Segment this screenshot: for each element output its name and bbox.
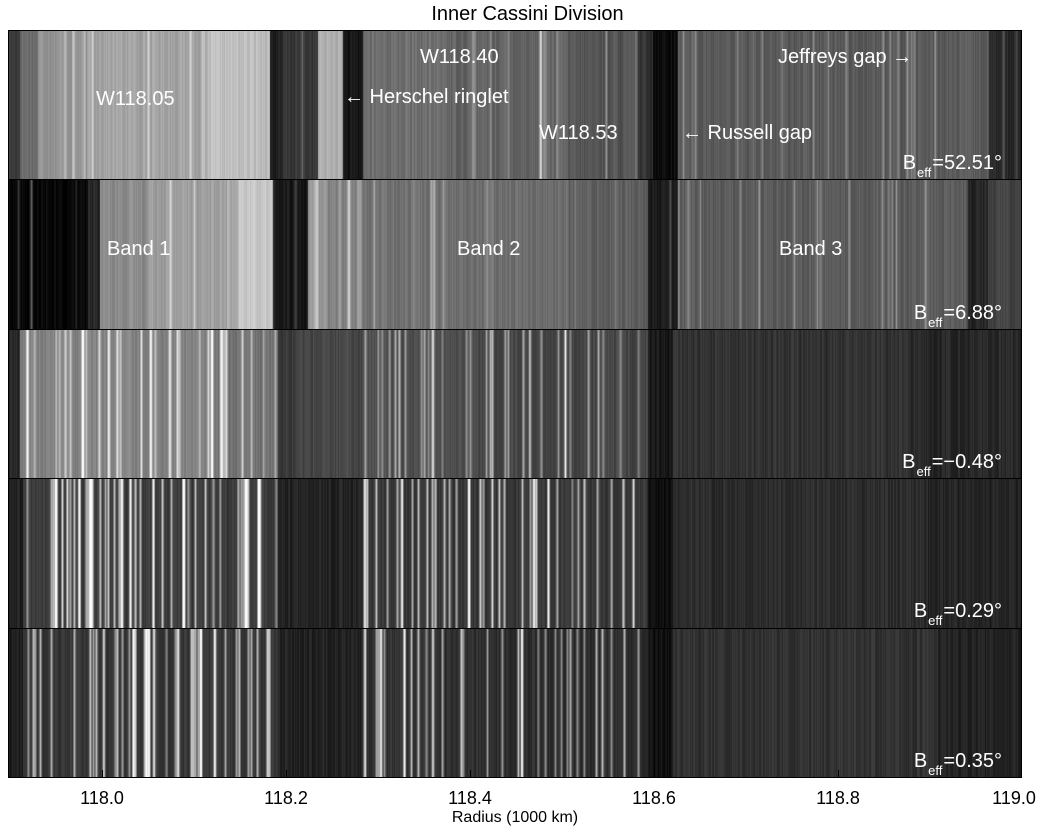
- x-tick-label: 118.6: [632, 788, 676, 808]
- beff-subscript: eff: [917, 165, 932, 180]
- x-tick: [470, 770, 471, 778]
- x-tick-label: 118.8: [816, 788, 860, 808]
- beff-value: =52.51°: [932, 152, 1002, 174]
- panel-separator: [8, 329, 1022, 330]
- x-tick: [102, 770, 103, 778]
- x-tick-label: 118.4: [448, 788, 492, 808]
- panel-separator: [8, 179, 1022, 180]
- label-jeffreys-gap: Jeffreys gap →: [778, 46, 913, 68]
- beff-subscript: eff: [928, 315, 943, 330]
- beff-subscript: eff: [916, 464, 931, 479]
- beff-subscript: eff: [928, 613, 943, 628]
- radial-profile-strip: [8, 478, 1022, 628]
- label-w118-53: W118.53: [539, 122, 618, 144]
- x-tick: [654, 770, 655, 778]
- panel-beff-0-35: Beff=0.35°: [8, 628, 1022, 778]
- beff-label: Beff=0.35°: [913, 750, 1002, 778]
- beff-symbol: B: [913, 302, 928, 324]
- label-russell-gap: ← Russell gap: [682, 122, 813, 144]
- panel-beff-neg0-48: Beff=−0.48°: [8, 329, 1022, 479]
- x-tick-label: 118.2: [264, 788, 308, 808]
- radial-profile-strip: [8, 628, 1022, 778]
- beff-label: Beff=6.88°: [913, 302, 1002, 330]
- beff-symbol: B: [913, 750, 928, 772]
- panel-beff-52: W118.05 W118.40 ← Herschel ringlet W118.…: [8, 30, 1022, 180]
- beff-value: =6.88°: [943, 302, 1002, 324]
- x-tick: [838, 770, 839, 778]
- beff-value: =−0.48°: [931, 451, 1002, 473]
- panel-separator: [8, 628, 1022, 629]
- x-tick: [286, 770, 287, 778]
- beff-subscript: eff: [928, 763, 943, 778]
- label-band-3: Band 3: [779, 238, 843, 260]
- beff-label: Beff=0.29°: [913, 600, 1002, 628]
- label-band-2: Band 2: [457, 238, 521, 260]
- radial-profile-strip: [8, 329, 1022, 479]
- panel-beff-0-29: Beff=0.29°: [8, 478, 1022, 628]
- radial-profile-strip: [8, 180, 1022, 330]
- panel-separator: [8, 478, 1022, 479]
- label-w118-05: W118.05: [96, 88, 175, 110]
- label-herschel-ringlet: ← Herschel ringlet: [344, 86, 509, 108]
- beff-symbol: B: [902, 152, 917, 174]
- figure-title: Inner Cassini Division: [431, 3, 624, 25]
- x-axis-label: Radius (1000 km): [451, 809, 579, 826]
- plot-area: W118.05 W118.40 ← Herschel ringlet W118.…: [8, 30, 1022, 778]
- label-w118-40: W118.40: [420, 46, 499, 68]
- radial-profile-strip: [8, 30, 1022, 180]
- panel-beff-6: Band 1 Band 2 Band 3 Beff=6.88°: [8, 180, 1022, 330]
- label-band-1: Band 1: [107, 238, 171, 260]
- beff-value: =0.29°: [943, 600, 1002, 622]
- beff-value: =0.35°: [943, 750, 1002, 772]
- beff-label: Beff=52.51°: [902, 152, 1002, 180]
- beff-symbol: B: [902, 451, 916, 473]
- x-tick-label: 119.0: [992, 788, 1036, 808]
- beff-symbol: B: [913, 600, 928, 622]
- x-tick-label: 118.0: [80, 788, 124, 808]
- beff-label: Beff=−0.48°: [902, 451, 1002, 479]
